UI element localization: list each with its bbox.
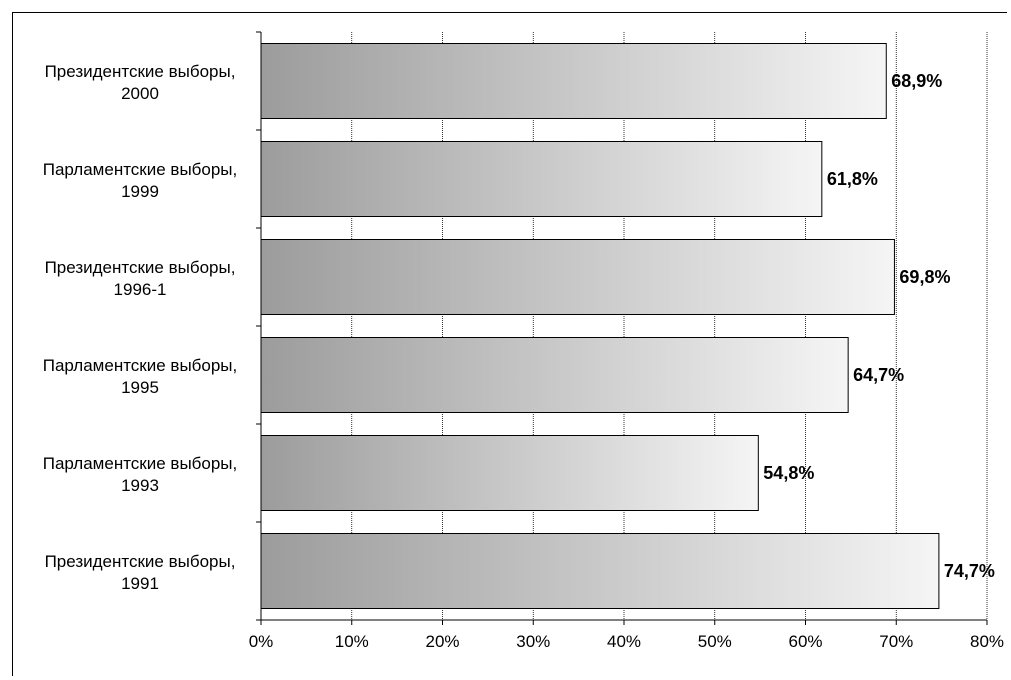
gridlines	[351, 32, 988, 620]
data-label: 54,8%	[763, 463, 814, 483]
category-label: Президентские выборы, 2000	[45, 62, 236, 103]
bar	[260, 435, 759, 511]
bar	[260, 533, 940, 609]
category-label: Президентские выборы, 1991	[45, 552, 236, 593]
axes	[256, 31, 988, 625]
bar	[260, 141, 823, 217]
data-label: 64,7%	[853, 365, 904, 385]
bars	[260, 43, 940, 609]
labels: 68,9% Президентские выборы, 2000 61,8% Парла…	[43, 62, 1004, 651]
chart-frame	[12, 12, 1007, 676]
x-tick-label: 60%	[788, 632, 822, 651]
category-label: Парламентские выборы, 1999	[43, 160, 238, 201]
x-tick-label: 50%	[698, 632, 732, 651]
x-tick-label: 40%	[607, 632, 641, 651]
data-label: 68,9%	[891, 71, 942, 91]
data-label: 61,8%	[827, 169, 878, 189]
category-label: Президентские выборы, 1996-1	[45, 258, 236, 299]
data-label: 69,8%	[899, 267, 950, 287]
bar	[260, 337, 849, 413]
bar	[260, 43, 887, 119]
x-tick-label: 20%	[425, 632, 459, 651]
category-label: Парламентские выборы, 1995	[43, 356, 238, 397]
bar	[260, 239, 895, 315]
x-tick-label: 10%	[335, 632, 369, 651]
data-label: 74,7%	[944, 561, 995, 581]
category-label: Парламентские выборы, 1993	[43, 454, 238, 495]
x-tick-label: 0%	[249, 632, 274, 651]
x-tick-label: 70%	[879, 632, 913, 651]
x-tick-label: 30%	[516, 632, 550, 651]
x-tick-label: 80%	[970, 632, 1004, 651]
